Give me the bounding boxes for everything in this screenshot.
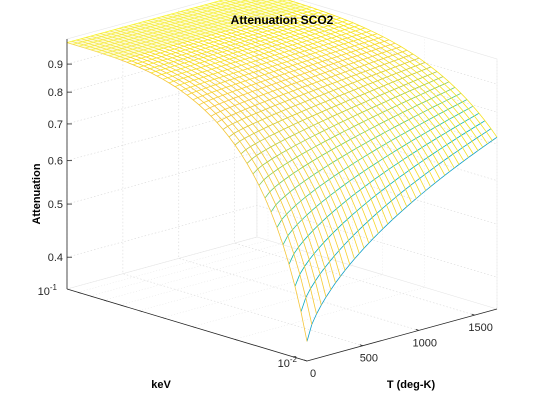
x-tick-label: 500 xyxy=(360,353,378,365)
y-tick-label: 10-2 xyxy=(278,355,298,370)
z-tick-label: 0.5 xyxy=(48,199,63,211)
mesh-line-t xyxy=(71,40,313,325)
x-gridline xyxy=(178,8,419,331)
mesh-line-t xyxy=(142,21,384,229)
mesh-line-t xyxy=(209,3,450,172)
mesh-line-t xyxy=(180,11,422,195)
mesh-line-t xyxy=(286,0,498,138)
z-gridline xyxy=(66,11,498,85)
y-gridline xyxy=(90,0,281,297)
z-gridline xyxy=(66,71,498,145)
mesh-line-t xyxy=(190,8,431,187)
mesh-line-t xyxy=(259,0,484,148)
surface-plateau xyxy=(67,0,311,60)
mesh-line-t xyxy=(218,0,460,165)
mesh-line-t xyxy=(66,42,308,342)
mesh-line-t xyxy=(123,26,365,249)
y-minor-tick xyxy=(234,339,238,341)
y-minor-tick xyxy=(120,304,124,307)
x-tick xyxy=(359,344,364,347)
mesh-line-t xyxy=(166,14,408,207)
mesh-line-t xyxy=(76,39,317,315)
x-axis-label: T (deg-K) xyxy=(387,379,436,391)
x-tick xyxy=(303,359,308,362)
y-minor-tick xyxy=(77,292,82,294)
x-tick-label: 1000 xyxy=(413,337,437,349)
x-tick xyxy=(415,329,419,331)
z-tick-label: 0.7 xyxy=(48,119,63,131)
y-gridline xyxy=(306,59,498,362)
y-minor-tick xyxy=(192,326,196,328)
mesh-line-t xyxy=(277,0,493,141)
mesh-line-t xyxy=(171,13,412,203)
z-gridline xyxy=(66,108,498,181)
z-gridline xyxy=(66,151,498,225)
x-gridline xyxy=(122,23,363,346)
x-tick-label: 0 xyxy=(310,368,316,380)
mesh-line-t xyxy=(133,24,374,239)
axes-lines xyxy=(66,39,498,362)
mesh-line-t xyxy=(100,33,341,277)
mesh-line-t xyxy=(214,1,455,169)
x-axis-line xyxy=(306,308,498,362)
mesh-line-t xyxy=(241,0,474,155)
y-gridline xyxy=(104,0,295,301)
mesh-line-t xyxy=(119,27,360,254)
z-axis-label: Attenuation xyxy=(31,163,43,224)
z-tick-label: 0.6 xyxy=(48,156,63,168)
y-gridline xyxy=(192,24,383,327)
mesh-line-t xyxy=(223,0,465,162)
x-tick xyxy=(471,313,475,316)
mesh-line-t xyxy=(128,25,370,244)
y-minor-tick xyxy=(104,299,108,302)
y-minor-tick xyxy=(162,317,166,319)
mesh-line-t xyxy=(152,18,393,220)
tick-labels: 0.4 0.5 0.6 0.7 0.8 0.9 0 500 1000 1500 10-2 10-1 xyxy=(38,59,493,380)
surface-mesh xyxy=(66,0,498,342)
mesh-line-t xyxy=(161,16,403,212)
mesh-line-t xyxy=(185,9,427,191)
mesh-line-t xyxy=(176,12,417,199)
mesh-line-t xyxy=(199,5,441,180)
y-minor-tick xyxy=(90,295,94,298)
mesh-line-t xyxy=(147,20,389,225)
mesh-line-t xyxy=(268,0,488,145)
y-axis-label: keV xyxy=(151,379,171,391)
y-minor-tick xyxy=(139,310,143,312)
y-gridline xyxy=(234,37,426,340)
z-tick-label: 0.9 xyxy=(48,59,63,71)
x-tick-label: 1500 xyxy=(468,322,492,334)
x-gridline xyxy=(234,0,475,316)
mesh-line-t xyxy=(90,35,332,290)
y-gridline xyxy=(120,2,311,306)
mesh-line-t xyxy=(157,17,398,216)
mesh-line-t xyxy=(81,38,322,306)
z-tick-label: 0.8 xyxy=(48,87,63,99)
mesh-line-t xyxy=(250,0,479,151)
mesh-line-t xyxy=(114,29,355,260)
mesh-line-t xyxy=(204,4,446,176)
mesh-line-t xyxy=(104,31,346,271)
mesh-line-t xyxy=(85,37,327,298)
mesh-line-t xyxy=(195,7,436,183)
mesh-line-t xyxy=(138,22,379,234)
mesh-line-t xyxy=(109,30,351,265)
chart-title: Attenuation SCO2 xyxy=(231,13,334,27)
y-tick-label: 10-1 xyxy=(38,283,58,298)
mesh-line-t xyxy=(95,34,336,284)
mesh-line-t xyxy=(232,0,469,158)
z-tick-label: 0.4 xyxy=(48,252,63,264)
